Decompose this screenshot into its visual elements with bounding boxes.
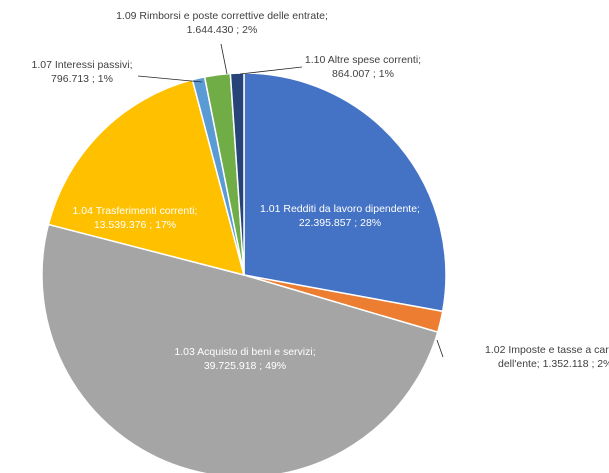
pie-slices: [41, 72, 447, 473]
label-line: 1.09 Rimborsi e poste correttive delle e…: [116, 10, 328, 22]
label-line: 39.725.918 ; 49%: [204, 360, 286, 372]
label-1-01-redditi-da-lavoro-dipendente: 1.01 Redditi da lavoro dipendente; 22.395…: [260, 203, 420, 229]
label-line: 796.713 ; 1%: [51, 73, 113, 85]
label-line: 1.01 Redditi da lavoro dipendente;: [260, 203, 420, 215]
slice-1-10-altre-spese-correnti: [229, 72, 245, 276]
slice-1-01-redditi-da-lavoro-dipendente: [243, 72, 447, 313]
slice-labels: 1.01 Redditi da lavoro dipendente; 22.395…: [32, 10, 609, 372]
label-line: dell'ente; 1.352.118 ; 2%: [498, 358, 609, 370]
label-line: 1.02 Imposte e tasse a carico: [485, 344, 609, 356]
label-line: 1.10 Altre spese correnti;: [305, 54, 421, 66]
label-line: 1.07 Interessi passivi;: [32, 59, 133, 71]
label-line: 1.04 Trasferimenti correnti;: [73, 205, 198, 217]
label-line: 1.644.430 ; 2%: [187, 24, 258, 36]
label-line: 13.539.376 ; 17%: [94, 219, 176, 231]
label-1-02-imposte-e-tasse-a-carico-dell-ente: 1.02 Imposte e tasse a carico dell'ente; …: [485, 344, 609, 370]
label-1-07-interessi-passivi: 1.07 Interessi passivi; 796.713 ; 1%: [32, 59, 133, 85]
label-line: 864.007 ; 1%: [332, 68, 394, 80]
label-1-09-rimborsi-e-poste-correttive-delle-entrate: 1.09 Rimborsi e poste correttive delle e…: [116, 10, 328, 36]
leader-lines: [137, 43, 444, 358]
slice-1-03-acquisto-di-beni-e-servizi: [41, 223, 439, 473]
label-1-10-altre-spese-correnti: 1.10 Altre spese correnti; 864.007 ; 1%: [305, 54, 421, 80]
leader-line-1-02-imposte-e-tasse-a-carico-dell-ente: [436, 339, 444, 358]
leader-line-1-10-altre-spese-correnti: [239, 66, 303, 75]
label-line: 1.03 Acquisto di beni e servizi;: [174, 346, 315, 358]
label-1-03-acquisto-di-beni-e-servizi: 1.03 Acquisto di beni e servizi; 39.725.9…: [174, 346, 315, 372]
slice-1-04-trasferimenti-correnti: [47, 78, 246, 277]
leader-line-1-09-rimborsi-e-poste-correttive-delle-entrate: [220, 43, 228, 75]
label-line: 22.395.857 ; 28%: [299, 217, 381, 229]
label-1-04-trasferimenti-correnti: 1.04 Trasferimenti correnti; 13.539.376 ;…: [73, 205, 198, 231]
leader-line-1-07-interessi-passivi: [137, 75, 203, 83]
